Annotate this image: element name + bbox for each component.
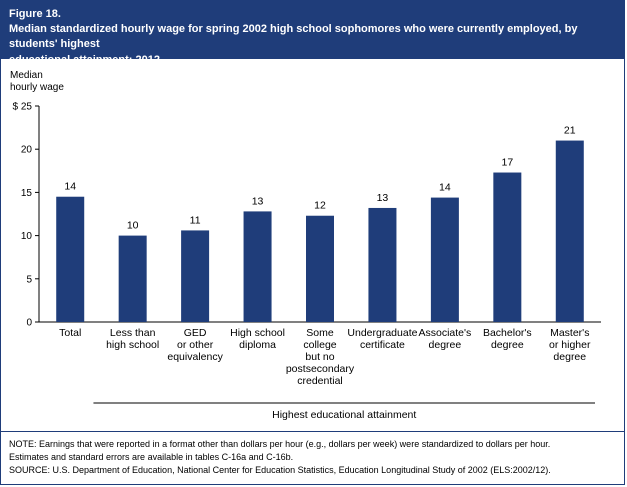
y-tick-label: 0 [26, 318, 32, 329]
figure-notes: NOTE: Earnings that were reported in a f… [1, 431, 624, 477]
x-category-label: Master's [550, 327, 589, 339]
bar-value-label: 10 [127, 220, 139, 232]
x-category-label: certificate [360, 339, 405, 351]
x-category-label: but no [305, 351, 334, 363]
note-line-2: Estimates and standard errors are availa… [9, 452, 294, 462]
bar [430, 197, 459, 322]
x-category-label: Total [59, 327, 81, 339]
x-category-label: degree [553, 351, 586, 363]
bar-value-label: 13 [252, 195, 264, 207]
bar-value-label: 14 [64, 181, 76, 193]
bar-value-label: 14 [439, 182, 451, 194]
bar [118, 235, 147, 322]
bar-value-label: 12 [314, 200, 326, 212]
figure-header: Figure 18. Median standardized hourly wa… [1, 1, 624, 66]
bar [243, 211, 272, 322]
x-category-label: high school [106, 339, 159, 351]
bar [181, 230, 210, 322]
x-axis-label: Highest educational attainment [272, 409, 416, 421]
figure-label: Figure 18. [9, 8, 61, 20]
bar-value-label: 21 [564, 125, 576, 137]
bar-value-label: 11 [190, 214, 201, 226]
x-category-label: or higher [549, 339, 591, 351]
figure-title-line-1: Median standardized hourly wage for spri… [9, 23, 578, 50]
x-category-label: Undergraduate [347, 327, 417, 339]
x-category-label: or other [177, 339, 214, 351]
x-category-label: college [303, 339, 336, 351]
bar-value-label: 17 [501, 157, 513, 169]
bar [493, 172, 522, 322]
y-tick-label: 20 [21, 145, 33, 156]
y-tick-label: $ 25 [13, 102, 33, 113]
source-line: SOURCE: U.S. Department of Education, Na… [9, 465, 551, 475]
y-axis-label-line: Median [10, 70, 43, 81]
figure-title-line-2: educational attainment: 2012 [9, 54, 160, 66]
y-axis-label-line: hourly wage [10, 82, 64, 93]
x-category-label: Some [306, 327, 334, 339]
y-tick-label: 5 [26, 274, 32, 285]
bar [56, 196, 85, 322]
x-category-label: degree [429, 339, 462, 351]
x-category-label: Associate's [418, 327, 471, 339]
y-tick-label: 15 [21, 188, 33, 199]
x-category-label: Bachelor's [483, 327, 532, 339]
x-category-label: diploma [239, 339, 276, 351]
x-category-label: postsecondary [286, 363, 355, 375]
bar-value-label: 13 [377, 192, 389, 204]
note-line-1: NOTE: Earnings that were reported in a f… [9, 439, 551, 449]
y-tick-label: 10 [21, 231, 33, 242]
bar [306, 215, 334, 322]
x-category-label: degree [491, 339, 524, 351]
x-category-label: Less than [110, 327, 156, 339]
bar [368, 207, 397, 322]
x-category-label: credential [297, 375, 343, 387]
x-category-label: equivalency [167, 351, 223, 363]
x-category-label: GED [184, 327, 207, 339]
bar [555, 140, 584, 322]
x-category-label: High school [230, 327, 285, 339]
